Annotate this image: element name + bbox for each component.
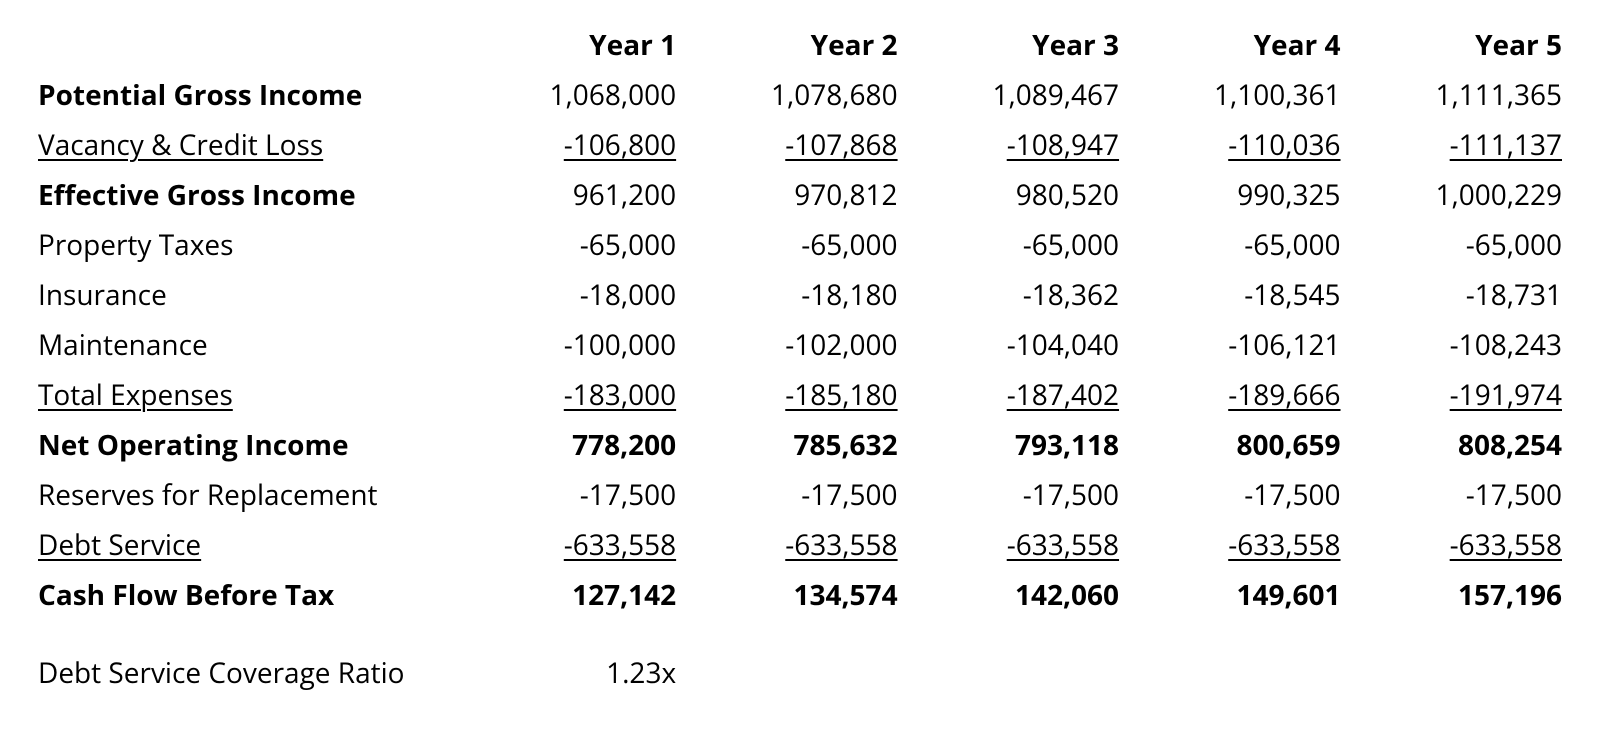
table-row: Property Taxes -65,000 -65,000 -65,000 -… xyxy=(30,220,1570,270)
cell-value: 990,325 xyxy=(1237,176,1340,214)
cell-value: -18,180 xyxy=(801,276,897,314)
row-label: Vacancy & Credit Loss xyxy=(38,126,323,164)
cell-value: 149,601 xyxy=(1236,576,1340,614)
cell-value: 785,632 xyxy=(794,426,898,464)
cell-value: 1,089,467 xyxy=(992,76,1119,114)
cell-value: -108,947 xyxy=(1007,126,1119,164)
cell-value: -17,500 xyxy=(1244,476,1340,514)
cell-value: -18,545 xyxy=(1244,276,1340,314)
cell-value: 1,078,680 xyxy=(771,76,898,114)
cell-value: -17,500 xyxy=(1466,476,1562,514)
cell-value: 980,520 xyxy=(1016,176,1119,214)
cell-value: -106,800 xyxy=(564,126,676,164)
cell-value: -633,558 xyxy=(564,526,676,564)
financial-projection-table: Year 1 Year 2 Year 3 Year 4 Year 5 Poten… xyxy=(30,20,1570,698)
header-year-2: Year 2 xyxy=(684,20,905,70)
cell-value: -633,558 xyxy=(1007,526,1119,564)
cell-value: -110,036 xyxy=(1228,126,1340,164)
cell-value: -17,500 xyxy=(580,476,676,514)
spacer-row xyxy=(30,620,1570,648)
cell-value: -185,180 xyxy=(785,376,897,414)
cell-value: -108,243 xyxy=(1450,326,1562,364)
cell-value: -102,000 xyxy=(785,326,897,364)
cell-value: -65,000 xyxy=(1466,226,1562,264)
cell-value: -65,000 xyxy=(580,226,676,264)
header-blank xyxy=(30,20,463,70)
row-label: Effective Gross Income xyxy=(38,176,356,214)
row-label: Property Taxes xyxy=(38,226,233,264)
cell-value: 961,200 xyxy=(573,176,676,214)
row-label: Debt Service xyxy=(38,526,201,564)
cell-value: 1,100,361 xyxy=(1214,76,1341,114)
header-year-1: Year 1 xyxy=(463,20,684,70)
cell-value: -104,040 xyxy=(1007,326,1119,364)
cell-value: -111,137 xyxy=(1450,126,1562,164)
cell-value: 800,659 xyxy=(1236,426,1340,464)
row-label: Maintenance xyxy=(38,326,208,364)
header-year-3: Year 3 xyxy=(906,20,1127,70)
cell-value: 1,111,365 xyxy=(1435,76,1562,114)
table-row: Insurance -18,000 -18,180 -18,362 -18,54… xyxy=(30,270,1570,320)
header-year-4: Year 4 xyxy=(1127,20,1348,70)
cell-value: -65,000 xyxy=(1244,226,1340,264)
footer-value: 1.23x xyxy=(606,654,676,692)
cell-value: 808,254 xyxy=(1458,426,1562,464)
table-row: Potential Gross Income 1,068,000 1,078,6… xyxy=(30,70,1570,120)
cell-value: -17,500 xyxy=(1023,476,1119,514)
cell-value: -191,974 xyxy=(1450,376,1562,414)
cell-value: -633,558 xyxy=(1228,526,1340,564)
row-label: Reserves for Replacement xyxy=(38,476,378,514)
footer-row: Debt Service Coverage Ratio 1.23x xyxy=(30,648,1570,698)
footer-label: Debt Service Coverage Ratio xyxy=(38,654,405,692)
cell-value: 970,812 xyxy=(794,176,897,214)
cell-value: 1,068,000 xyxy=(550,76,677,114)
cell-value: -189,666 xyxy=(1228,376,1340,414)
cell-value: -633,558 xyxy=(1450,526,1562,564)
cell-value: -100,000 xyxy=(564,326,676,364)
cell-value: -18,000 xyxy=(580,276,676,314)
cell-value: -18,731 xyxy=(1466,276,1562,314)
cell-value: -18,362 xyxy=(1023,276,1119,314)
cell-value: 778,200 xyxy=(572,426,676,464)
table-body: Potential Gross Income 1,068,000 1,078,6… xyxy=(30,70,1570,698)
cell-value: 142,060 xyxy=(1015,576,1119,614)
cell-value: -183,000 xyxy=(564,376,676,414)
row-label: Total Expenses xyxy=(38,376,233,414)
table-row: Debt Service -633,558 -633,558 -633,558 … xyxy=(30,520,1570,570)
cell-value: -65,000 xyxy=(801,226,897,264)
cell-value: -17,500 xyxy=(801,476,897,514)
cell-value: -187,402 xyxy=(1007,376,1119,414)
table-row: Vacancy & Credit Loss -106,800 -107,868 … xyxy=(30,120,1570,170)
table-row: Reserves for Replacement -17,500 -17,500… xyxy=(30,470,1570,520)
table-row: Total Expenses -183,000 -185,180 -187,40… xyxy=(30,370,1570,420)
cell-value: 793,118 xyxy=(1015,426,1119,464)
table-row: Net Operating Income 778,200 785,632 793… xyxy=(30,420,1570,470)
header-year-5: Year 5 xyxy=(1349,20,1570,70)
cell-value: 127,142 xyxy=(572,576,676,614)
row-label: Net Operating Income xyxy=(38,426,349,464)
cell-value: -106,121 xyxy=(1228,326,1340,364)
row-label: Cash Flow Before Tax xyxy=(38,576,334,614)
cell-value: -65,000 xyxy=(1023,226,1119,264)
cell-value: 1,000,229 xyxy=(1435,176,1562,214)
header-row: Year 1 Year 2 Year 3 Year 4 Year 5 xyxy=(30,20,1570,70)
table-row: Effective Gross Income 961,200 970,812 9… xyxy=(30,170,1570,220)
row-label: Potential Gross Income xyxy=(38,76,362,114)
row-label: Insurance xyxy=(38,276,167,314)
cell-value: -633,558 xyxy=(785,526,897,564)
cell-value: 134,574 xyxy=(794,576,898,614)
cell-value: 157,196 xyxy=(1458,576,1562,614)
table-row: Cash Flow Before Tax 127,142 134,574 142… xyxy=(30,570,1570,620)
cell-value: -107,868 xyxy=(785,126,897,164)
table-row: Maintenance -100,000 -102,000 -104,040 -… xyxy=(30,320,1570,370)
